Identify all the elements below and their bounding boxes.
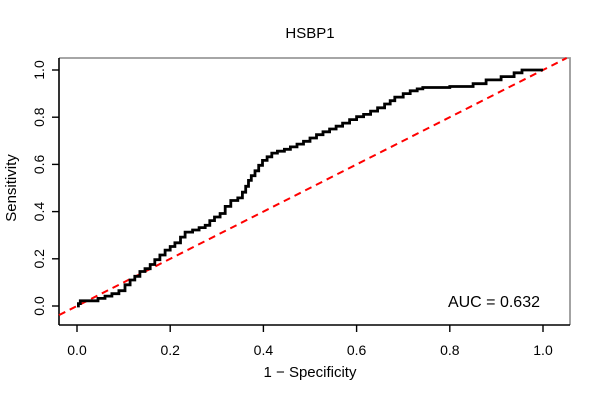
x-tick-label: 0.2 xyxy=(160,342,180,358)
y-tick-label: 0.8 xyxy=(31,107,47,127)
x-tick-label: 1.0 xyxy=(533,342,553,358)
y-tick-label: 0.0 xyxy=(31,296,47,316)
roc-curve xyxy=(77,68,543,308)
x-tick-label: 0.4 xyxy=(254,342,274,358)
y-tick-label: 0.2 xyxy=(31,249,47,269)
chart-title: HSBP1 xyxy=(285,25,334,42)
x-tick-label: 0.6 xyxy=(347,342,367,358)
chance-diagonal-line xyxy=(58,57,568,317)
auc-annotation: AUC = 0.632 xyxy=(448,294,540,311)
plot-box-top-right xyxy=(59,57,571,325)
x-tick-label: 0.0 xyxy=(67,342,87,358)
y-tick-label: 0.4 xyxy=(31,202,47,222)
y-tick-label: 0.6 xyxy=(31,154,47,174)
x-tick-label: 0.8 xyxy=(440,342,460,358)
plot-generated-layer: 0.0 0.2 0.4 0.6 0.8 1.0 0.0 0.2 0.4 0.6 0.8 1.0 xyxy=(31,57,571,358)
y-axis-label: Sensitivity xyxy=(3,154,20,222)
y-tick-label: 1.0 xyxy=(31,60,47,80)
x-axis-label: 1 − Specificity xyxy=(264,364,357,381)
